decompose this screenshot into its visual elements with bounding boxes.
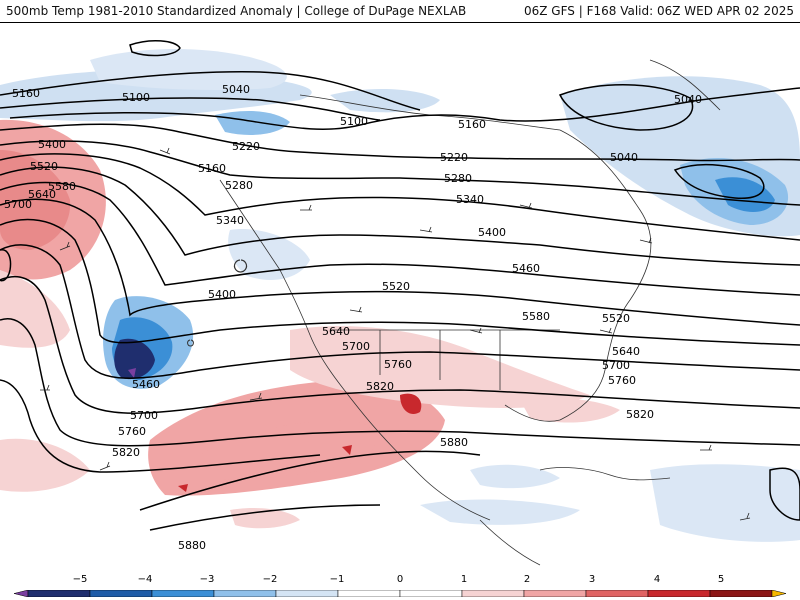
- contour-label: 5460: [132, 378, 160, 391]
- contour-label: 5400: [38, 138, 66, 151]
- colorbar-tick: 3: [588, 574, 596, 585]
- wind-barbs: [40, 147, 751, 521]
- colorbar-tick: −4: [137, 574, 153, 585]
- weather-map: 5160 5100 5040 5100 5160 5040 5040 5400 …: [0, 23, 800, 570]
- contour-label: 5760: [384, 358, 412, 371]
- map-canvas: 5160 5100 5040 5100 5160 5040 5040 5400 …: [0, 23, 800, 570]
- contour-label: 5880: [178, 539, 206, 552]
- contour-label: 5160: [458, 118, 486, 131]
- contour-label: 5160: [12, 87, 40, 100]
- contour-label: 5640: [322, 325, 350, 338]
- colorbar-segment: [151, 590, 215, 597]
- colorbar-tick: −2: [262, 574, 278, 585]
- colorbar-tick: −3: [199, 574, 215, 585]
- contour-label: 5820: [112, 446, 140, 459]
- contour-label: 5880: [440, 436, 468, 449]
- contour-label: 5820: [626, 408, 654, 421]
- colorbar-tick: 0: [396, 574, 404, 585]
- contour-label: 5520: [382, 280, 410, 293]
- contour-label: 5640: [28, 188, 56, 201]
- contour-label: 5820: [366, 380, 394, 393]
- contour-label: 5700: [602, 359, 630, 372]
- contour-labels: 5160 5100 5040 5100 5160 5040 5040 5400 …: [4, 83, 702, 552]
- contour-label: 5700: [4, 198, 32, 211]
- valid-time-label: 06Z GFS | F168 Valid: 06Z WED APR 02 202…: [523, 4, 794, 18]
- colorbar-segment: [709, 590, 773, 597]
- colorbar-tick: 5: [717, 574, 725, 585]
- contour-label: 5160: [198, 162, 226, 175]
- contour-label: 5280: [444, 172, 472, 185]
- contour-label: 5040: [222, 83, 250, 96]
- colorbar-segment: [585, 590, 649, 597]
- contour-label: 5760: [118, 425, 146, 438]
- colorbar-segment: [275, 590, 339, 597]
- contour-label: 5100: [340, 115, 368, 128]
- colorbar-segment: [89, 590, 153, 597]
- colorbar-gradient: [14, 590, 786, 597]
- colorbar-tick: 2: [523, 574, 531, 585]
- contour-label: 5520: [602, 312, 630, 325]
- contour-label: 5220: [440, 151, 468, 164]
- colorbar-min-arrow: [14, 590, 29, 597]
- contour-label: 5220: [232, 140, 260, 153]
- colorbar-segment: [213, 590, 277, 597]
- colorbar-segment: [523, 590, 587, 597]
- contour-label: 5340: [216, 214, 244, 227]
- contour-label: 5580: [48, 180, 76, 193]
- colorbar-segment: [399, 590, 463, 597]
- contour-label: 5340: [456, 193, 484, 206]
- contour-label: 5400: [478, 226, 506, 239]
- colorbar-segment: [27, 590, 91, 597]
- contour-label: 5700: [130, 409, 158, 422]
- colorbar-tick: −5: [72, 574, 88, 585]
- colorbar-tick: −1: [329, 574, 345, 585]
- chart-title: 500mb Temp 1981-2010 Standardized Anomal…: [6, 4, 467, 18]
- contour-label: 5040: [674, 93, 702, 106]
- contour-label: 5040: [610, 151, 638, 164]
- contour-label: 5580: [522, 310, 550, 323]
- height-contours: [0, 40, 800, 531]
- contour-label: 5460: [512, 262, 540, 275]
- contour-label: 5280: [225, 179, 253, 192]
- coastlines: [187, 59, 721, 566]
- contour-label: 5640: [612, 345, 640, 358]
- colorbar-max-arrow: [771, 590, 786, 597]
- colorbar-segment: [461, 590, 525, 597]
- colorbar-segment: [337, 590, 401, 597]
- contour-label: 5520: [30, 160, 58, 173]
- contour-label: 5760: [608, 374, 636, 387]
- colorbar-segment: [647, 590, 711, 597]
- colorbar-tick: 4: [653, 574, 661, 585]
- contour-label: 5400: [208, 288, 236, 301]
- colorbar-tick: 1: [460, 574, 468, 585]
- contour-label: 5100: [122, 91, 150, 104]
- contour-label: 5700: [342, 340, 370, 353]
- title-bar: 500mb Temp 1981-2010 Standardized Anomal…: [0, 0, 800, 23]
